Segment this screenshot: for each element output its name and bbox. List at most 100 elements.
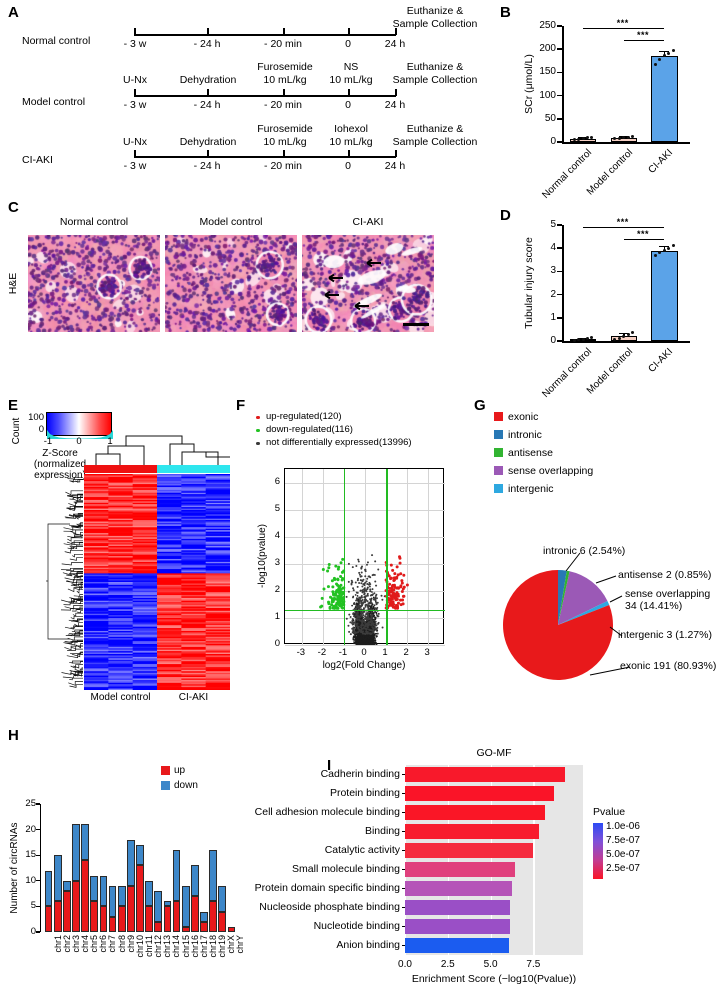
panelI-category-label-5: Small molecule binding	[292, 862, 400, 875]
panelH-ytick-label-5: 5	[30, 900, 36, 912]
panelG-callout-sense-overlapping-1: sense overlapping	[625, 588, 711, 600]
panelE-group-label-1: CI-AKI	[178, 692, 209, 703]
data-point	[658, 57, 662, 61]
panelG-legend-label-1: intronic	[508, 428, 542, 441]
panelA-group-name-2: Model control	[22, 96, 86, 108]
panel-e-label: E	[8, 397, 19, 414]
panelF-xtick--3: -3	[296, 647, 306, 658]
panelE-row-dendrogram	[46, 474, 83, 690]
y-axis-label: Tubular injury score	[523, 237, 535, 329]
panelI-bar-2	[405, 804, 546, 821]
error-cap-1	[618, 332, 629, 335]
panelH-y-tick	[36, 931, 40, 933]
y-tick	[557, 270, 562, 273]
panelH-legend-label-down: down	[174, 779, 198, 791]
panelE-heatmap-canvas	[84, 474, 230, 690]
panelE-scale-tick--1: -1	[43, 436, 53, 447]
injury-arrow-0	[360, 255, 382, 268]
sig-stars-1: ***	[637, 229, 650, 239]
data-point	[572, 339, 576, 343]
panelG-legend-swatch-4	[494, 484, 503, 493]
data-point	[622, 334, 626, 338]
panel-i-go-mf-chart: GO-MF 0.0 2.5 5.0 7.5 Cadherin binding Protein…	[250, 720, 718, 1001]
panelI-xtick-2.5: 2.5	[440, 959, 455, 970]
panelH-bar-up-chr5	[81, 860, 89, 932]
panelH-y-axis-label: Number of circRNAs	[9, 822, 20, 914]
panelI-bar-3	[405, 823, 539, 840]
panelG-callout-intronic: intronic 6 (2.54%)	[543, 545, 626, 557]
panelG-legend-swatch-2	[494, 448, 503, 457]
data-point	[622, 136, 626, 140]
data-point	[617, 136, 621, 140]
panelF-y-axis-label: -log10(pvalue)	[257, 524, 268, 588]
panelA-furosemide-dose-3: 10 mL/kg	[263, 136, 307, 148]
x-axis-line	[562, 341, 690, 343]
panelH-y-tick	[36, 854, 40, 856]
panelE-group-strip-ciaki	[157, 465, 230, 473]
panelH-ytick-label-25: 25	[25, 798, 36, 809]
panelF-xtick-0: 0	[361, 647, 367, 658]
panelH-bar-up-chr8	[108, 916, 117, 932]
sig-line-1	[623, 40, 665, 42]
panelG-legend-label-0: exonic	[508, 410, 539, 423]
panelA-tick-1-3: - 20 min	[264, 38, 302, 50]
panelF-xtick-1: 1	[382, 647, 388, 658]
panelI-bar-8	[405, 918, 511, 935]
error-bar-2	[663, 50, 666, 57]
panelH-bar-up-chr19	[209, 901, 217, 932]
y-tick	[557, 25, 562, 27]
panelI-category-label-0: Cadherin binding	[320, 767, 400, 780]
data-point	[653, 62, 657, 66]
panelI-x-axis-label: Enrichment Score (−log10(Pvalue))	[411, 973, 577, 985]
panel-b-scr-chart: 0 50 100 150 200 250 SCr (μmol/L) Normal contro…	[500, 0, 718, 201]
panelA-tick-3-3: - 20 min	[264, 160, 302, 172]
panelH-bar-down-chr1	[44, 870, 53, 907]
panelF-xtick-2: 2	[403, 647, 409, 658]
panelH-bar-down-chr17	[191, 865, 199, 897]
panelH-legend-label-up: up	[174, 764, 186, 776]
panelC-image-title-1: Model control	[199, 216, 263, 228]
panelF-xtick--2: -2	[317, 647, 327, 658]
y-tick-label: 100	[539, 89, 556, 101]
panelH-bar-down-chr12	[145, 880, 153, 907]
panelA-group-name-3: CI-AKI	[22, 154, 53, 166]
panelE-count-histogram	[47, 426, 113, 439]
panelI-bar-1	[405, 785, 554, 802]
panelH-bar-down-chr8	[108, 885, 117, 917]
panelI-category-label-8: Nucleotide binding	[313, 919, 400, 932]
panelI-xtick-5.0: 5.0	[483, 959, 498, 970]
bar-2	[651, 56, 678, 142]
panelG-legend-swatch-1	[494, 430, 503, 439]
panelH-bar-down-chr2	[53, 855, 62, 902]
panelH-bar-up-chrX	[218, 911, 227, 932]
panelE-column-dendrogram	[84, 432, 230, 465]
panelA-tick-3-1: - 3 w	[123, 160, 147, 172]
panelF-threshold-x-high	[386, 469, 388, 645]
data-point	[613, 338, 617, 342]
panelI-xtick-0.0: 0.0	[398, 959, 412, 970]
panelI-category-label-1: Protein binding	[329, 786, 400, 799]
panelA-tick-3-5: 24 h	[384, 160, 406, 172]
panelH-bar-down-chr13	[154, 891, 163, 922]
panelA-tick-2-2: - 24 h	[193, 99, 221, 111]
data-point	[631, 135, 635, 139]
panelC-row-label: H&E	[7, 272, 19, 295]
panelH-xtick-chr7: chr7	[107, 935, 118, 953]
y-tick-label: 200	[539, 43, 556, 55]
data-point	[662, 249, 666, 253]
panelA-tick-2-3: - 20 min	[264, 99, 302, 111]
panelA-euthanize-2-line1: Euthanize &	[406, 61, 464, 73]
panelI-bar-0	[405, 766, 566, 783]
sig-stars-0: ***	[616, 18, 629, 28]
panelI-title: GO-MF	[476, 747, 512, 759]
y-tick-label: 4	[550, 242, 556, 254]
panelC-micrograph-0	[28, 235, 160, 332]
panelI-y-tick	[402, 868, 405, 871]
panelH-bar-up-chr4	[72, 880, 80, 932]
panelF-legend-label-0: up-regulated(120)	[266, 411, 342, 422]
panelH-ytick-label-20: 20	[25, 823, 36, 835]
data-point	[653, 253, 657, 257]
panelE-group-strip-model	[84, 465, 157, 473]
injury-arrow-3	[348, 298, 370, 311]
panelA-dehydration-3: Dehydration	[179, 136, 237, 148]
